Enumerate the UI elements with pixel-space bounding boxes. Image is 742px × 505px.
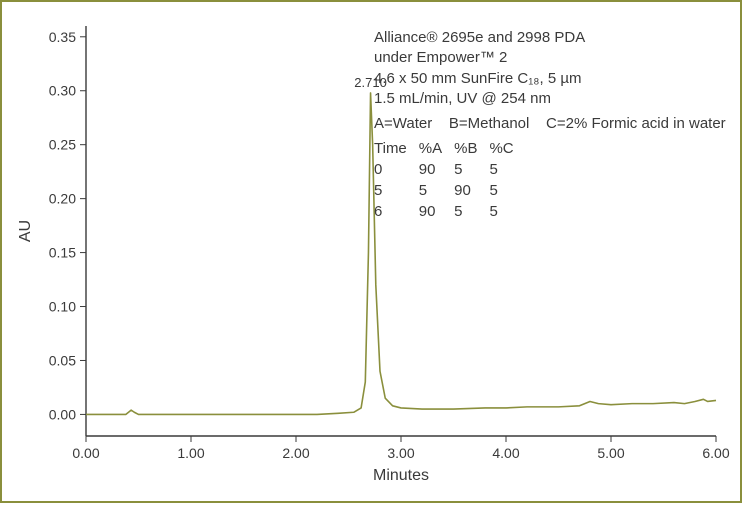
- svg-text:4.00: 4.00: [492, 445, 519, 461]
- svg-text:5.00: 5.00: [597, 445, 624, 461]
- chart-frame: 0.00 0.05 0.10 0.15 0.20 0.25 0.30 0.35 0.00 1.00…: [0, 0, 742, 503]
- svg-text:1.00: 1.00: [177, 445, 204, 461]
- svg-text:0.00: 0.00: [49, 406, 76, 422]
- table-cell: Time: [374, 138, 419, 159]
- svg-text:3.00: 3.00: [387, 445, 414, 461]
- table-cell: 5: [489, 180, 525, 201]
- table-cell: 6: [374, 201, 419, 222]
- table-cell: 5: [489, 159, 525, 180]
- svg-text:0.35: 0.35: [49, 29, 76, 45]
- table-row: 09055: [374, 159, 526, 180]
- svg-text:6.00: 6.00: [702, 445, 729, 461]
- table-header-row: Time%A%B%C: [374, 138, 526, 159]
- table-cell: 0: [374, 159, 419, 180]
- table-cell: 5: [454, 201, 489, 222]
- svg-text:0.25: 0.25: [49, 137, 76, 153]
- svg-text:AU: AU: [17, 220, 34, 242]
- table-cell: 5: [374, 180, 419, 201]
- svg-text:0.15: 0.15: [49, 245, 76, 261]
- chromatogram-chart: 0.00 0.05 0.10 0.15 0.20 0.25 0.30 0.35 0.00 1.00…: [2, 2, 742, 505]
- table-cell: 5: [419, 180, 454, 201]
- table-cell: %C: [489, 138, 525, 159]
- svg-text:Minutes: Minutes: [373, 467, 429, 484]
- svg-text:0.05: 0.05: [49, 352, 76, 368]
- table-cell: 90: [419, 201, 454, 222]
- table-cell: 90: [419, 159, 454, 180]
- gradient-table: Time%A%B%C090555590569055: [374, 138, 526, 222]
- table-row: 69055: [374, 201, 526, 222]
- method-info-text: Alliance® 2695e and 2998 PDA under Empow…: [374, 28, 585, 109]
- table-cell: 90: [454, 180, 489, 201]
- svg-text:0.00: 0.00: [72, 445, 99, 461]
- table-cell: %B: [454, 138, 489, 159]
- svg-text:0.10: 0.10: [49, 299, 76, 315]
- svg-text:0.30: 0.30: [49, 83, 76, 99]
- table-row: 55905: [374, 180, 526, 201]
- table-cell: %A: [419, 138, 454, 159]
- solvent-definitions: A=Water B=Methanol C=2% Formic acid in w…: [374, 114, 726, 134]
- table-cell: 5: [454, 159, 489, 180]
- svg-text:2.00: 2.00: [282, 445, 309, 461]
- svg-text:0.20: 0.20: [49, 191, 76, 207]
- table-cell: 5: [489, 201, 525, 222]
